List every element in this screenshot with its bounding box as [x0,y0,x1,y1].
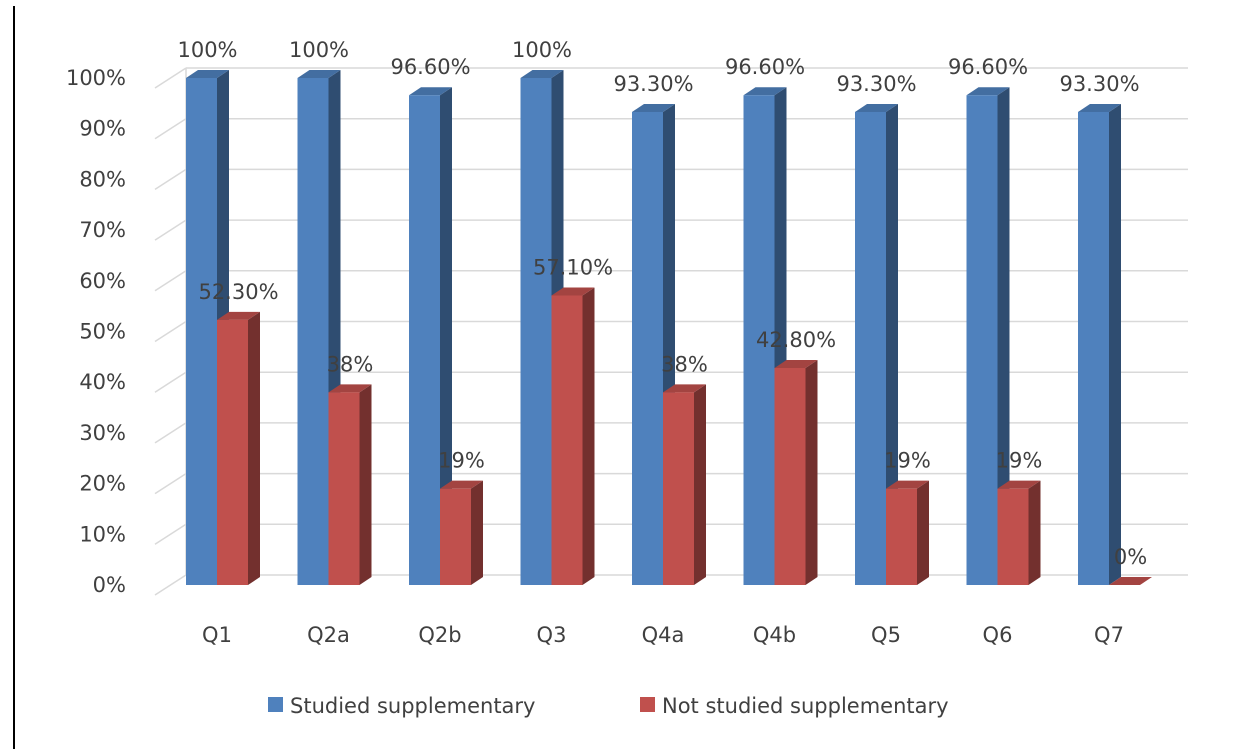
bar-Q1-not-studied [217,311,260,585]
data-label: 19% [438,449,485,473]
gridline-side [154,320,187,343]
data-label: 42.80% [756,328,836,352]
data-label: 52.30% [198,280,278,304]
bar-Q3-not-studied [551,287,595,585]
bar-Q5-not-studied [886,480,929,585]
x-tick-label: Q5 [871,623,901,647]
gridline-side [154,371,187,393]
x-tick-label: Q4a [642,623,685,647]
x-tick-label: Q2a [307,623,350,647]
y-tick-label: 20% [79,472,126,496]
data-label: 100% [512,38,572,62]
legend-label: Not studied supplementary [662,694,949,718]
y-tick-label: 10% [79,522,126,546]
data-label: 57.10% [533,256,613,280]
data-label: 38% [327,352,374,376]
bar-Q6-studied [966,87,1010,585]
x-tick-label: Q7 [1094,623,1124,647]
x-tick-label: Q3 [537,623,567,647]
legend-item-studied: Studied supplementary [268,694,535,718]
y-tick-label: 60% [79,269,126,293]
bar-Q2b-studied [409,87,452,585]
gridline-side [154,168,187,191]
y-tick-label: 80% [79,167,126,191]
data-label: 100% [177,38,237,62]
x-tick-label: Q1 [202,623,232,647]
y-tick-label: 50% [79,320,126,344]
gridline-side [154,270,187,292]
x-axis-ticks: Q1 Q2a Q2b Q3 Q4a Q4b Q5 Q6 Q7 [202,623,1124,647]
data-label: 93.30% [613,72,693,96]
x-tick-label: Q6 [983,623,1013,647]
x-tick-label: Q4b [753,623,796,647]
data-label: 93.30% [1059,72,1139,96]
bar-Q2b-not-studied [440,480,483,585]
bar-Q6-not-studied [997,480,1041,585]
y-tick-label: 70% [79,218,126,242]
legend-item-not-studied: Not studied supplementary [640,694,949,718]
data-label: 93.30% [836,72,916,96]
y-tick-label: 90% [79,117,126,141]
gridline-side [154,118,187,140]
gridline-side [154,219,187,241]
data-label: 0% [1114,545,1147,569]
legend-label: Studied supplementary [290,694,535,718]
data-labels: 100% 52.30% 100% 38% 96.60% 19% 100% 57.10% 93.3… [177,38,1147,569]
gridline-side [154,574,187,596]
x-tick-label: Q2b [418,623,461,647]
gridline-side [154,472,187,495]
bars [186,70,1152,586]
bar-Q2a-not-studied [328,384,372,585]
y-tick-label: 40% [79,370,126,394]
data-label: 19% [884,449,931,473]
bar-Q7-not-studied [1109,577,1152,585]
gridline-side [154,67,187,89]
y-tick-label: 30% [79,421,126,445]
legend: Studied supplementary Not studied supplem… [268,694,949,718]
gridline-side [154,422,187,444]
y-axis-ticks: 0% 10% 20% 30% 40% 50% 60% 70% 80% 90% 100% [66,66,126,597]
bar-Q4a-not-studied [663,384,706,585]
bar-Q5-studied [855,103,898,586]
y-tick-label: 100% [66,66,126,90]
legend-swatch [268,697,283,712]
data-label: 96.60% [390,55,470,79]
gridline-side [154,523,187,545]
data-label: 38% [661,352,708,376]
legend-swatch [640,697,655,712]
bar-Q7-studied [1078,103,1121,586]
data-label: 19% [996,449,1043,473]
y-tick-label: 0% [93,573,126,597]
data-label: 96.60% [948,55,1028,79]
data-label: 96.60% [725,55,805,79]
data-label: 100% [289,38,349,62]
bar-Q4b-not-studied [774,360,818,585]
